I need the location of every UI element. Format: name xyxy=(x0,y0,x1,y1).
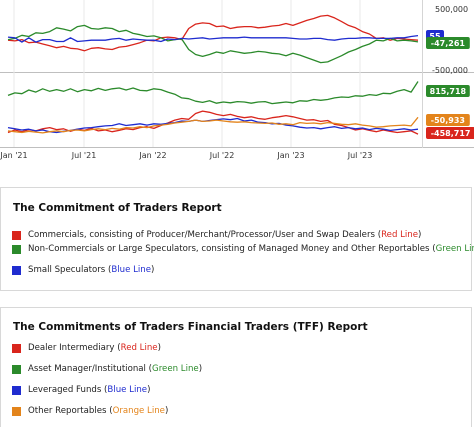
end-value-badge xyxy=(426,37,470,49)
tff-legend-item-other-reportables: Other Reportables (Orange Line) xyxy=(12,406,168,416)
legend-label: Non-Commercials or Large Speculators, co… xyxy=(28,244,474,254)
end-value-label: 55 xyxy=(429,32,441,41)
x-tick-label: Jan '21 xyxy=(0,151,28,160)
tff-legend-item-asset-manager: Asset Manager/Institutional (Green Line) xyxy=(12,364,202,374)
cot-legend-item-commercials: Commercials, consisting of Producer/Merc… xyxy=(12,230,421,240)
end-value-label: -50,933 xyxy=(431,116,465,125)
x-tick-label: Jul '21 xyxy=(71,151,97,160)
tff-legend-item-leveraged-funds: Leveraged Funds (Blue Line) xyxy=(12,385,150,395)
series-line xyxy=(7,81,419,105)
tff-legend-panel: The Commitments of Traders Financial Tra… xyxy=(0,307,472,427)
end-value-badge xyxy=(426,85,470,97)
red-swatch-icon xyxy=(12,230,21,240)
cot-legend-title: The Commitment of Traders Report xyxy=(13,202,222,214)
cot-legend-item-noncommercials: Non-Commercials or Large Speculators, co… xyxy=(12,244,474,254)
y-tick-label: 500,000 xyxy=(435,5,468,14)
x-tick-label: Jul '22 xyxy=(209,151,235,160)
end-value-badge xyxy=(426,114,470,126)
series-line xyxy=(7,14,419,52)
cot-legend-item-small-speculators: Small Speculators (Blue Line) xyxy=(12,265,154,275)
legend-label: Commercials, consisting of Producer/Merc… xyxy=(28,230,422,240)
red-swatch-icon xyxy=(12,343,21,353)
legend-label: Leveraged Funds (Blue Line) xyxy=(28,385,151,395)
cot-legend-panel: The Commitment of Traders Report Commerc… xyxy=(0,187,474,291)
green-swatch-icon xyxy=(12,244,21,254)
green-swatch-icon xyxy=(12,364,21,374)
series-line xyxy=(7,24,419,64)
chart-svg: Jan '21 Jul '21 Jan '22 Jul '22 Jan '23 Jul '… xyxy=(0,0,474,160)
end-value-label: -47,261 xyxy=(431,39,466,48)
legend-label: Dealer Intermediary (Red Line) xyxy=(28,343,161,353)
x-tick-label: Jul '23 xyxy=(347,151,373,160)
orange-swatch-icon xyxy=(12,406,21,416)
legend-label: Other Reportables (Orange Line) xyxy=(28,406,169,416)
x-tick-label: Jan '23 xyxy=(276,151,304,160)
end-value-label: 815,718 xyxy=(430,87,467,96)
series-line xyxy=(7,116,419,134)
tff-legend-title: The Commitments of Traders Financial Tra… xyxy=(13,321,368,333)
blue-swatch-icon xyxy=(12,265,21,275)
cot-chart: Jan '21 Jul '21 Jan '22 Jul '22 Jan '23 Jul '… xyxy=(0,0,474,165)
end-value-label: -458,717 xyxy=(431,129,471,138)
y-tick-label: -500,000 xyxy=(432,66,468,75)
x-tick-label: Jan '22 xyxy=(138,151,166,160)
tff-legend-item-dealer: Dealer Intermediary (Red Line) xyxy=(12,343,161,353)
legend-label: Small Speculators (Blue Line) xyxy=(28,265,155,275)
series-line xyxy=(7,34,419,43)
legend-label: Asset Manager/Institutional (Green Line) xyxy=(28,364,203,374)
end-value-badge xyxy=(426,127,474,139)
blue-swatch-icon xyxy=(12,385,21,395)
